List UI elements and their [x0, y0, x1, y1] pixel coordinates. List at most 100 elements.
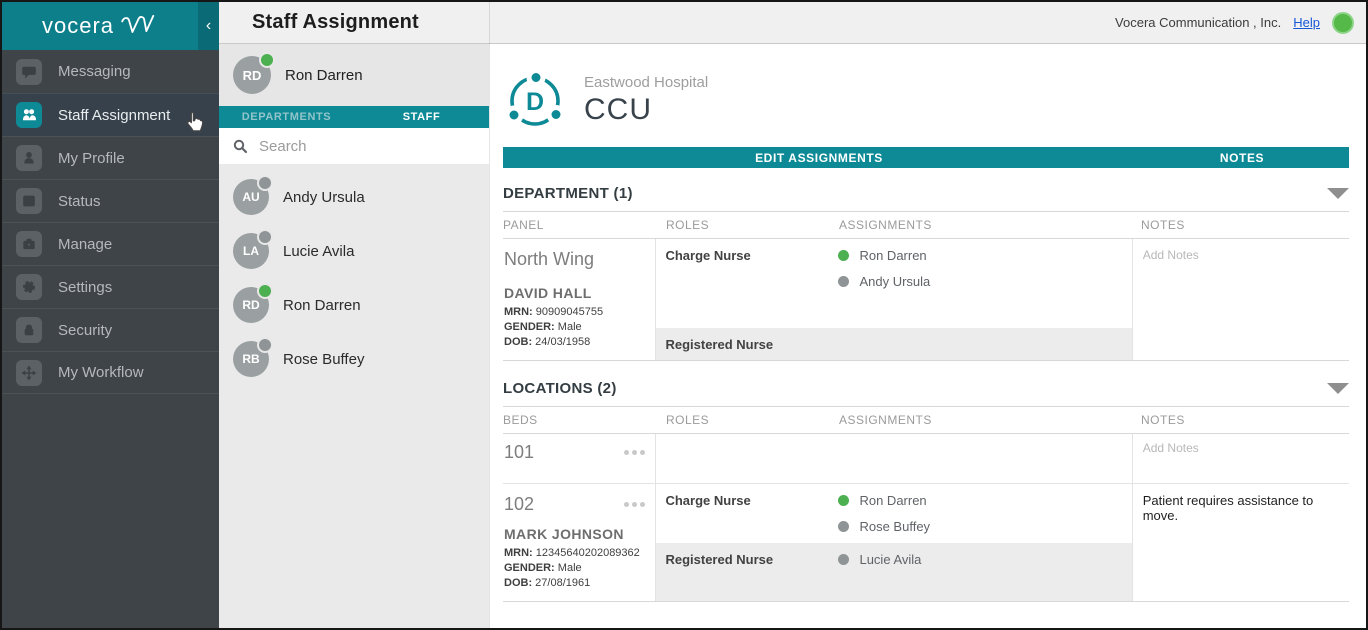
gear-icon — [16, 274, 42, 300]
column-header-notes: NOTES — [1141, 218, 1185, 232]
department-icon-letter: D — [526, 88, 544, 116]
sidebar-header: vocera ‹ — [2, 2, 219, 50]
status-dot-offline — [259, 177, 271, 189]
ellipsis-menu-icon[interactable] — [622, 446, 647, 459]
person-icon — [16, 145, 42, 171]
notes-cell — [1131, 434, 1349, 483]
staff-list-item[interactable]: RB Rose Buffey — [219, 332, 489, 386]
bed-row-101: 101 — [503, 434, 1349, 484]
sidebar-nav: Messaging Staff Assignment — [2, 50, 219, 394]
lock-icon — [16, 317, 42, 343]
assignee-name: Rose Buffey — [859, 519, 931, 534]
notes-cell — [1131, 239, 1349, 360]
department-icon: D — [504, 68, 566, 126]
main-tabs: EDIT ASSIGNMENTS NOTES — [503, 147, 1349, 168]
roles-assignments-cell: Charge Nurse Ron Darren Rose Buffey Regi — [656, 484, 1133, 601]
sidebar-item-security[interactable]: Security — [2, 308, 219, 351]
notes-input[interactable] — [1142, 248, 1339, 351]
tab-departments[interactable]: DEPARTMENTS — [241, 111, 332, 123]
sidebar: vocera ‹ Messaging — [2, 2, 219, 628]
status-dot-offline — [838, 554, 850, 565]
roles-assignments-cell — [656, 434, 1132, 483]
bed-row-102: 102 MARK JOHNSON MRN: 12345640202089362 … — [503, 484, 1349, 602]
staff-name: Andy Ursula — [283, 188, 365, 206]
sidebar-item-messaging[interactable]: Messaging — [2, 50, 219, 93]
avatar-initials: RD — [233, 56, 271, 94]
panel-divider — [489, 2, 490, 628]
staff-list-item[interactable]: AU Andy Ursula — [219, 170, 489, 224]
column-header-assignments: ASSIGNMENTS — [839, 218, 932, 232]
avatar: RD — [233, 285, 271, 323]
tab-staff[interactable]: STAFF — [402, 111, 441, 123]
staff-panel-tabs: DEPARTMENTS STAFF — [219, 106, 489, 128]
sidebar-item-settings[interactable]: Settings — [2, 265, 219, 308]
sidebar-item-label: Settings — [58, 278, 113, 296]
sidebar-item-manage[interactable]: Manage — [2, 222, 219, 265]
patient-details: MRN: 12345640202089362 GENDER: Male DOB:… — [504, 546, 647, 591]
role-name: Registered Nurse — [665, 552, 774, 567]
sidebar-item-label: Staff Assignment — [58, 106, 171, 124]
assignee-name: Lucie Avila — [859, 552, 922, 567]
detail-label: DOB: — [504, 577, 533, 589]
patient-name: MARK JOHNSON — [504, 526, 624, 542]
help-link[interactable]: Help — [1293, 15, 1320, 30]
panel-cell: North Wing DAVID HALL MRN: 90909045755 G… — [503, 239, 657, 360]
sidebar-item-label: Security — [58, 321, 113, 339]
sidebar-item-status[interactable]: Status — [2, 179, 219, 222]
current-user-profile[interactable]: RD Ron Darren — [219, 44, 489, 106]
staff-search — [219, 128, 489, 164]
column-header-assignments: ASSIGNMENTS — [839, 413, 932, 427]
staff-name: Ron Darren — [283, 296, 361, 314]
tab-edit-assignments[interactable]: EDIT ASSIGNMENTS — [755, 150, 883, 165]
chevron-down-icon[interactable] — [1327, 187, 1349, 199]
bed-cell: 101 — [503, 434, 657, 483]
staff-name: Lucie Avila — [283, 242, 355, 260]
role-row: Charge Nurse Ron Darren Andy Ursula — [656, 239, 1132, 328]
sidebar-item-staff-assignment[interactable]: Staff Assignment — [2, 93, 219, 136]
column-header-roles: ROLES — [666, 413, 710, 427]
role-name: Registered Nurse — [665, 337, 774, 352]
sidebar-item-my-workflow[interactable]: My Workflow — [2, 351, 219, 394]
patient-details: MRN: 90909045755 GENDER: Male DOB: 24/03… — [504, 305, 647, 350]
assignment-list: Lucie Avila — [834, 552, 921, 567]
sidebar-item-label: Status — [58, 192, 101, 210]
role-row: Charge Nurse Ron Darren Rose Buffey — [656, 484, 1132, 543]
column-header-notes: NOTES — [1141, 413, 1185, 427]
notes-cell: Patient requires assistance to move. — [1131, 484, 1349, 601]
role-name: Charge Nurse — [665, 493, 751, 508]
main-content: D Eastwood Hospital CCU EDIT ASSIGNMENTS… — [490, 44, 1366, 628]
assignment-entry: Lucie Avila — [838, 552, 921, 567]
detail-label: MRN: — [504, 306, 533, 318]
workflow-icon — [16, 359, 42, 386]
ellipsis-menu-icon[interactable] — [622, 498, 647, 511]
sidebar-collapse-button[interactable]: ‹ — [198, 2, 219, 50]
presence-indicator[interactable] — [1332, 11, 1354, 34]
sidebar-item-my-profile[interactable]: My Profile — [2, 136, 219, 179]
assignment-entry: Andy Ursula — [838, 274, 930, 289]
assignment-entry: Ron Darren — [838, 248, 930, 263]
locations-section-header: LOCATIONS (2) — [503, 377, 1349, 399]
assignee-name: Ron Darren — [859, 493, 927, 508]
notes-value[interactable]: Patient requires assistance to move. — [1142, 493, 1314, 523]
detail-value: 27/08/1961 — [535, 577, 591, 589]
locations-table-header: BEDS ROLES ASSIGNMENTS NOTES — [503, 406, 1349, 434]
detail-value: 90909045755 — [535, 306, 604, 318]
notes-input[interactable] — [1142, 441, 1339, 474]
status-dot-online — [838, 495, 850, 506]
detail-value: Male — [557, 562, 582, 574]
chevron-down-icon[interactable] — [1327, 382, 1349, 394]
status-dot-online — [838, 250, 850, 261]
avatar: LA — [233, 231, 271, 269]
search-input[interactable] — [259, 137, 476, 155]
assignment-list: Ron Darren Rose Buffey — [834, 493, 930, 534]
detail-label: MRN: — [504, 547, 533, 559]
staff-list-item[interactable]: LA Lucie Avila — [219, 224, 489, 278]
department-section-title: DEPARTMENT (1) — [503, 184, 633, 202]
tab-notes[interactable]: NOTES — [1219, 150, 1265, 165]
status-dot-offline — [259, 339, 271, 351]
bed-cell: 102 MARK JOHNSON MRN: 12345640202089362 … — [503, 484, 657, 601]
staff-list-item[interactable]: RD Ron Darren — [219, 278, 489, 332]
bed-number: 102 — [504, 494, 535, 514]
detail-label: DOB: — [504, 336, 533, 348]
